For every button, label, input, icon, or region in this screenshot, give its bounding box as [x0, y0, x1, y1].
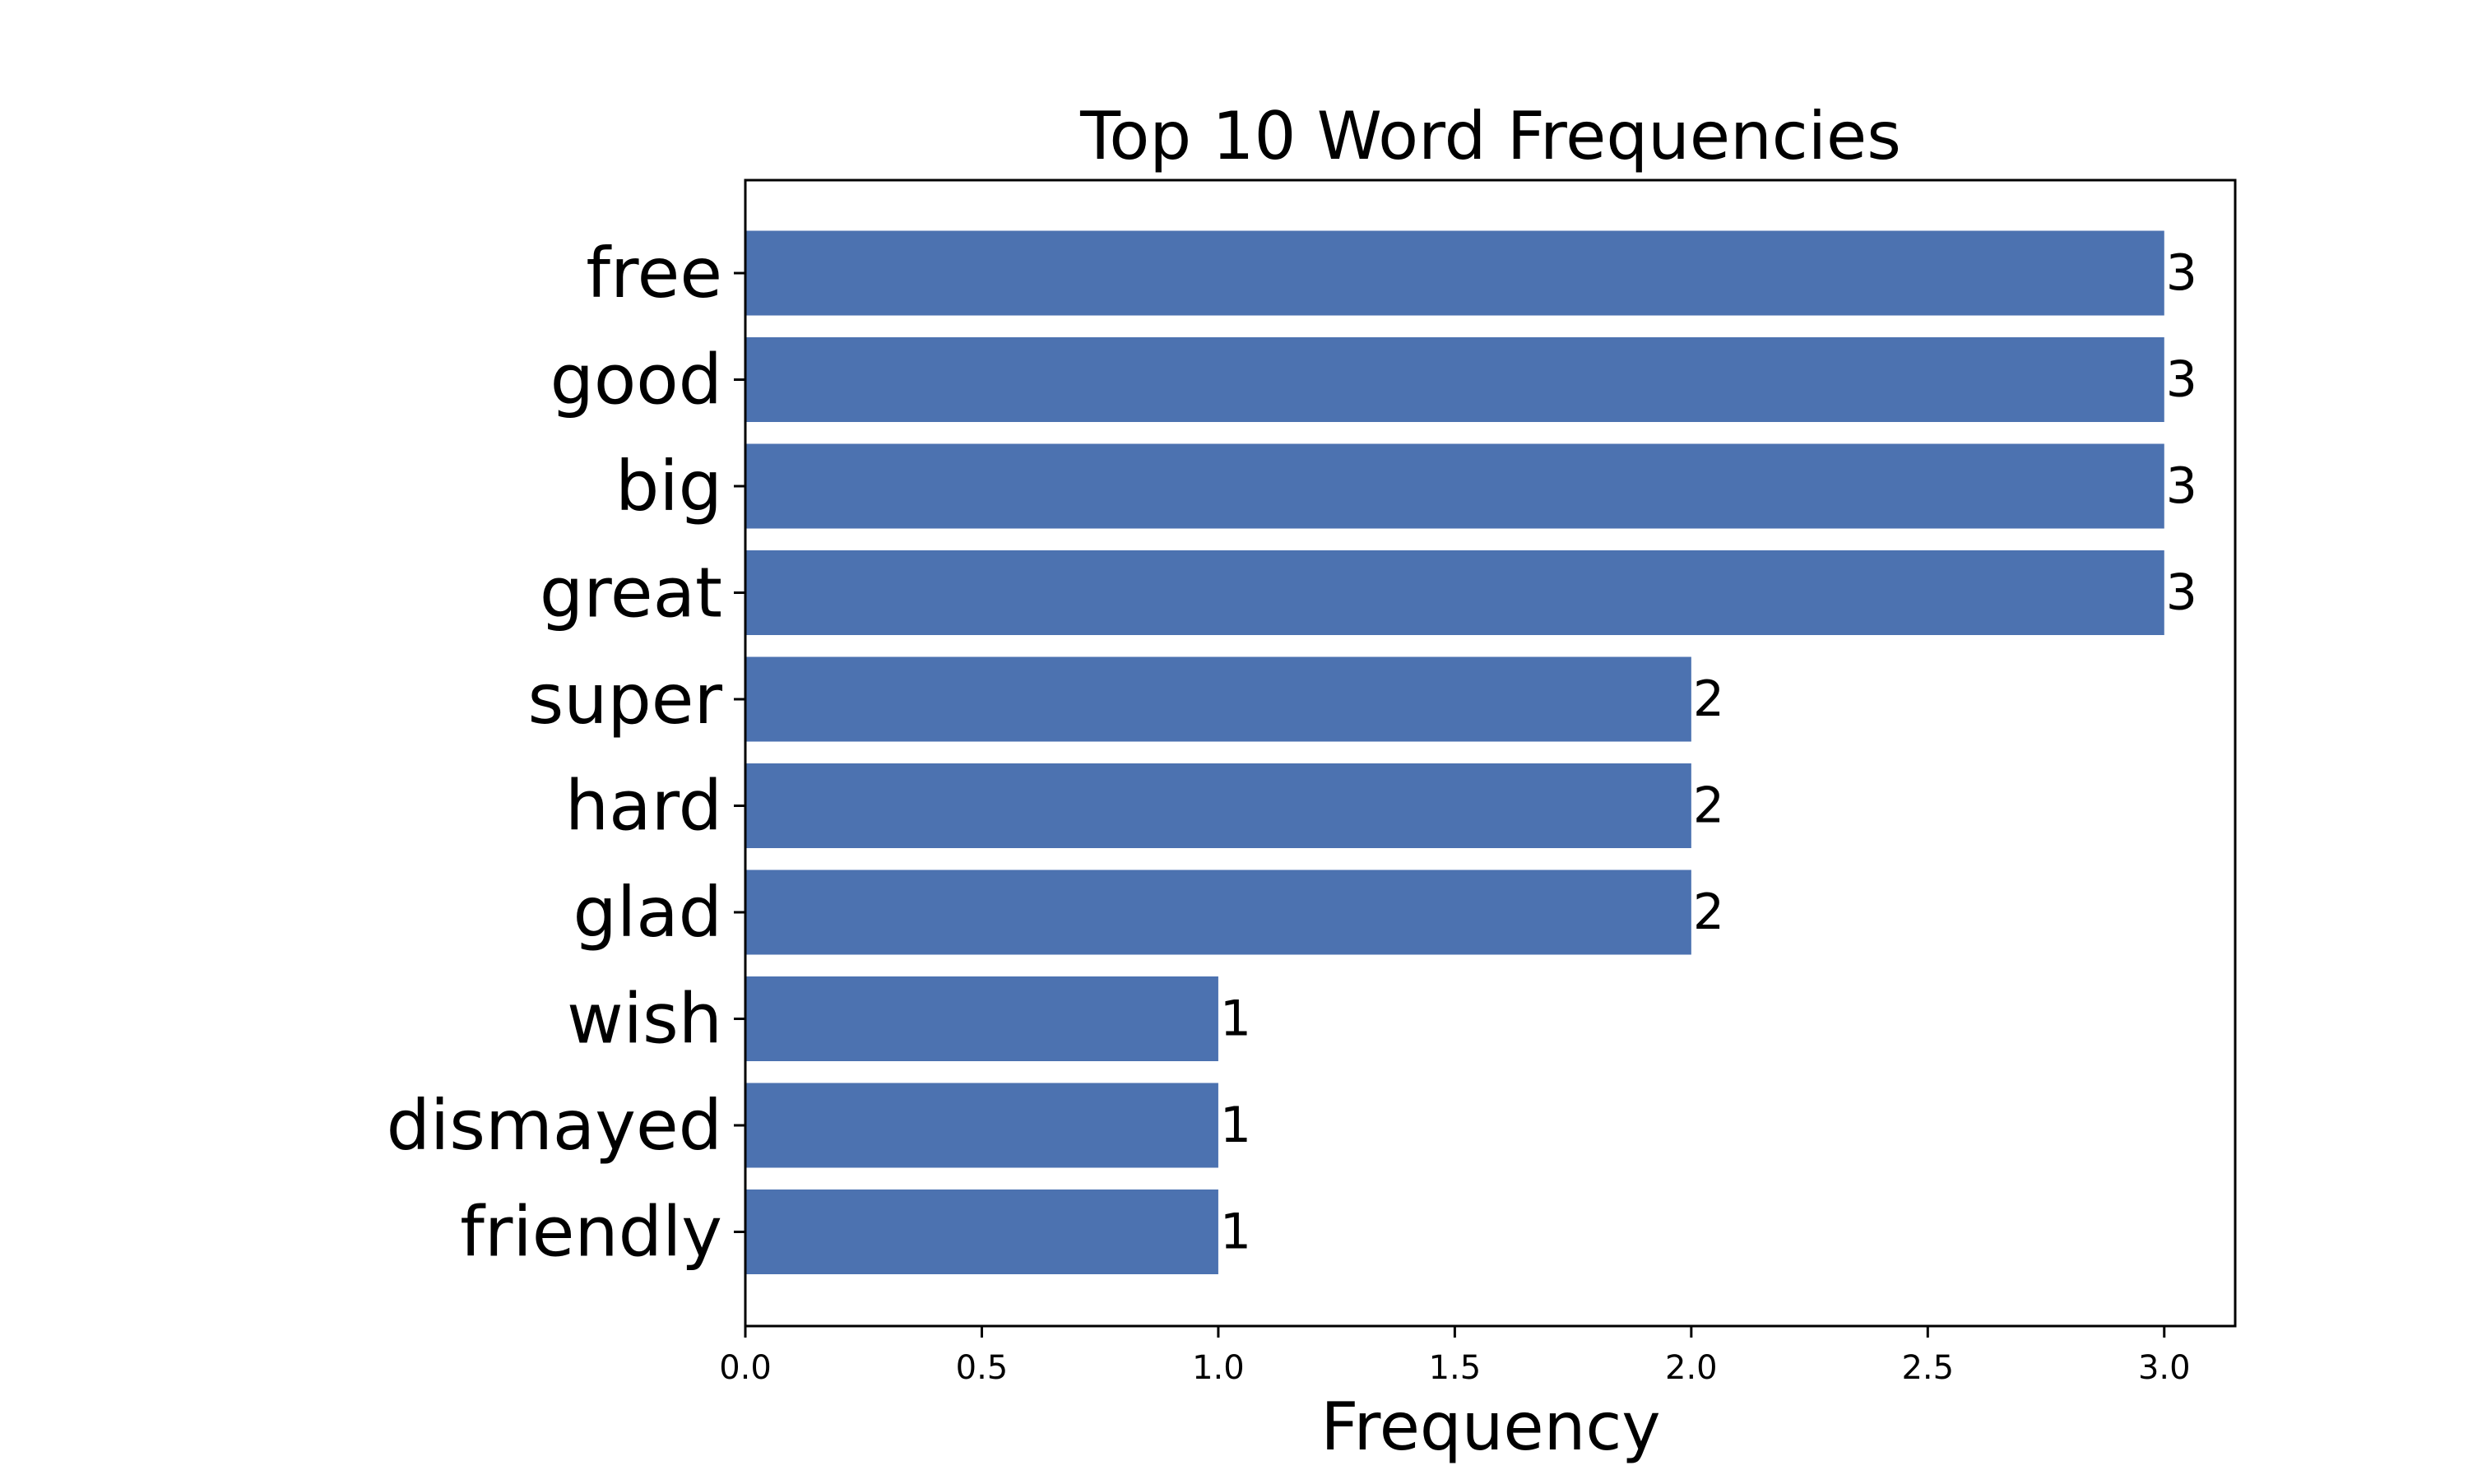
- x-tick-label: 3.0: [2138, 1349, 2191, 1387]
- bar-free: [745, 230, 2164, 316]
- data-label-great: 3: [2166, 564, 2197, 622]
- category-label-free: free: [586, 233, 722, 313]
- category-label-great: great: [540, 553, 722, 633]
- data-label-glad: 2: [1693, 883, 1724, 941]
- bar-dismayed: [745, 1083, 1218, 1168]
- data-label-free: 3: [2166, 244, 2197, 302]
- category-label-wish: wish: [567, 979, 722, 1060]
- bar-super: [745, 656, 1691, 742]
- category-label-friendly: friendly: [460, 1192, 722, 1273]
- x-tick-label: 1.0: [1192, 1349, 1245, 1387]
- category-label-dismayed: dismayed: [387, 1085, 722, 1166]
- x-tick-label: 1.5: [1429, 1349, 1482, 1387]
- bar-big: [745, 443, 2164, 529]
- category-label-glad: glad: [573, 872, 722, 953]
- bars-layer: [745, 230, 2164, 1274]
- bar-hard: [745, 763, 1691, 848]
- x-tick-label: 0.0: [719, 1349, 772, 1387]
- x-tick-label: 2.5: [1901, 1349, 1954, 1387]
- chart-title: Top 10 Word Frequencies: [1079, 98, 1901, 174]
- bar-wish: [745, 976, 1218, 1061]
- x-tick-label: 2.0: [1665, 1349, 1718, 1387]
- x-tick-label: 0.5: [956, 1349, 1009, 1387]
- data-label-hard: 2: [1693, 777, 1724, 835]
- data-label-wish: 1: [1220, 990, 1251, 1048]
- x-axis-label: Frequency: [1320, 1389, 1660, 1465]
- category-labels: free good big great super hard glad wish dismaye…: [387, 233, 745, 1273]
- data-label-good: 3: [2166, 351, 2197, 409]
- category-label-hard: hard: [565, 766, 722, 846]
- data-label-super: 2: [1693, 670, 1724, 728]
- bar-glad: [745, 870, 1691, 955]
- data-label-friendly: 1: [1220, 1203, 1251, 1261]
- data-label-dismayed: 1: [1220, 1097, 1251, 1154]
- plot-frame: [744, 179, 2237, 1328]
- data-labels: 3 3 3 3 2 2 2 1 1 1: [1220, 244, 2197, 1261]
- data-label-big: 3: [2166, 457, 2197, 515]
- bar-great: [745, 550, 2164, 635]
- bar-friendly: [745, 1190, 1218, 1274]
- category-label-big: big: [615, 446, 722, 526]
- category-label-super: super: [527, 659, 722, 740]
- x-axis: 0.0 0.5 1.0 1.5 2.0 2.5 3.0: [719, 1326, 2191, 1387]
- bar-good: [745, 337, 2164, 422]
- category-label-good: good: [550, 340, 722, 420]
